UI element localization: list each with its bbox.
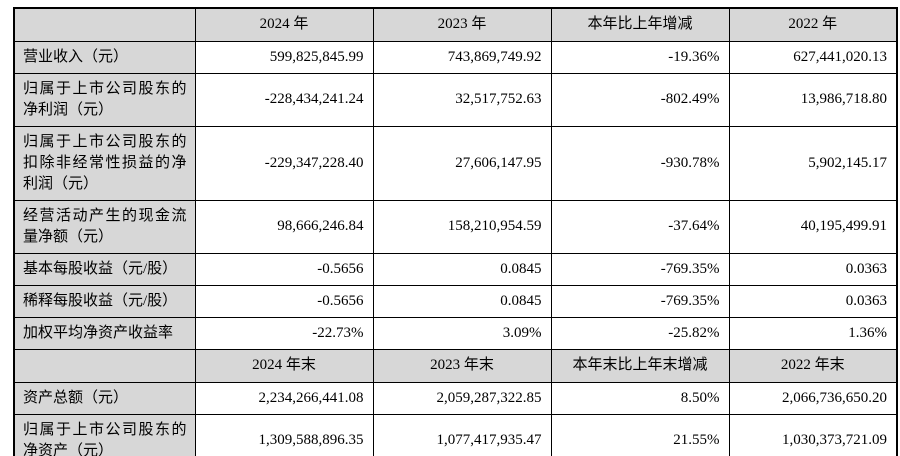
cell-change-value: -930.78%	[550, 125, 730, 201]
cell-2023-value: 2,059,287,322.85	[372, 381, 552, 415]
row-label: 归属于上市公司股东的扣除非经常性损益的净利润（元）	[13, 125, 196, 201]
cell-2024-value: 599,825,845.99	[194, 40, 374, 74]
cell-2024-value: -22.73%	[194, 316, 374, 350]
table-row-total-assets: 资产总额（元） 2,234,266,441.08 2,059,287,322.8…	[13, 381, 898, 415]
cell-change-value: -25.82%	[550, 316, 730, 350]
table-row-net-assets: 归属于上市公司股东的净资产（元） 1,309,588,896.35 1,077,…	[13, 413, 898, 456]
row-label: 资产总额（元）	[13, 381, 196, 415]
cell-2022-value: 2,066,736,650.20	[728, 381, 898, 415]
cell-2022-value: 13,986,718.80	[728, 72, 898, 127]
table-row-basic-eps: 基本每股收益（元/股） -0.5656 0.0845 -769.35% 0.03…	[13, 252, 898, 286]
cell-2022-value: 0.0363	[728, 284, 898, 318]
row-label: 经营活动产生的现金流量净额（元）	[13, 199, 196, 254]
cell-2023-value: 0.0845	[372, 284, 552, 318]
header-cell-2022-end: 2022 年末	[728, 348, 898, 383]
cell-2024-value: -0.5656	[194, 252, 374, 286]
header-cell-2024: 2024 年	[194, 7, 374, 42]
header-row-annual: 2024 年 2023 年 本年比上年增减 2022 年	[13, 7, 898, 42]
cell-2023-value: 3.09%	[372, 316, 552, 350]
cell-2023-value: 743,869,749.92	[372, 40, 552, 74]
header-cell-blank	[13, 348, 196, 383]
row-label: 归属于上市公司股东的净资产（元）	[13, 413, 196, 456]
cell-2022-value: 0.0363	[728, 252, 898, 286]
header-row-year-end: 2024 年末 2023 年末 本年末比上年末增减 2022 年末	[13, 348, 898, 383]
cell-2023-value: 158,210,954.59	[372, 199, 552, 254]
table-row-diluted-eps: 稀释每股收益（元/股） -0.5656 0.0845 -769.35% 0.03…	[13, 284, 898, 318]
header-cell-2022: 2022 年	[728, 7, 898, 42]
cell-2022-value: 627,441,020.13	[728, 40, 898, 74]
table-row-net-profit: 归属于上市公司股东的净利润（元） -228,434,241.24 32,517,…	[13, 72, 898, 127]
header-cell-2023: 2023 年	[372, 7, 552, 42]
cell-2023-value: 32,517,752.63	[372, 72, 552, 127]
row-label: 基本每股收益（元/股）	[13, 252, 196, 286]
cell-2022-value: 1.36%	[728, 316, 898, 350]
cell-change-value: 21.55%	[550, 413, 730, 456]
cell-2024-value: 98,666,246.84	[194, 199, 374, 254]
header-cell-yoy-change: 本年比上年增减	[550, 7, 730, 42]
cell-change-value: -19.36%	[550, 40, 730, 74]
financial-summary-table: 2024 年 2023 年 本年比上年增减 2022 年 营业收入（元） 599…	[13, 7, 898, 456]
table-row-weighted-avg-roe: 加权平均净资产收益率 -22.73% 3.09% -25.82% 1.36%	[13, 316, 898, 350]
cell-change-value: -769.35%	[550, 284, 730, 318]
row-label: 稀释每股收益（元/股）	[13, 284, 196, 318]
cell-change-value: -37.64%	[550, 199, 730, 254]
row-label: 营业收入（元）	[13, 40, 196, 74]
cell-change-value: -802.49%	[550, 72, 730, 127]
header-cell-blank	[13, 7, 196, 42]
cell-2022-value: 5,902,145.17	[728, 125, 898, 201]
row-label: 加权平均净资产收益率	[13, 316, 196, 350]
cell-2022-value: 1,030,373,721.09	[728, 413, 898, 456]
header-cell-2023-end: 2023 年末	[372, 348, 552, 383]
cell-2023-value: 1,077,417,935.47	[372, 413, 552, 456]
cell-2024-value: 1,309,588,896.35	[194, 413, 374, 456]
cell-2024-value: -228,434,241.24	[194, 72, 374, 127]
cell-2024-value: -229,347,228.40	[194, 125, 374, 201]
table-row-revenue: 营业收入（元） 599,825,845.99 743,869,749.92 -1…	[13, 40, 898, 74]
cell-2022-value: 40,195,499.91	[728, 199, 898, 254]
cell-change-value: 8.50%	[550, 381, 730, 415]
table-row-net-profit-excl-nonrecurring: 归属于上市公司股东的扣除非经常性损益的净利润（元） -229,347,228.4…	[13, 125, 898, 201]
header-cell-year-end-change: 本年末比上年末增减	[550, 348, 730, 383]
cell-2023-value: 27,606,147.95	[372, 125, 552, 201]
cell-2024-value: 2,234,266,441.08	[194, 381, 374, 415]
row-label: 归属于上市公司股东的净利润（元）	[13, 72, 196, 127]
table-row-operating-cash-flow: 经营活动产生的现金流量净额（元） 98,666,246.84 158,210,9…	[13, 199, 898, 254]
cell-2023-value: 0.0845	[372, 252, 552, 286]
cell-2024-value: -0.5656	[194, 284, 374, 318]
cell-change-value: -769.35%	[550, 252, 730, 286]
header-cell-2024-end: 2024 年末	[194, 348, 374, 383]
